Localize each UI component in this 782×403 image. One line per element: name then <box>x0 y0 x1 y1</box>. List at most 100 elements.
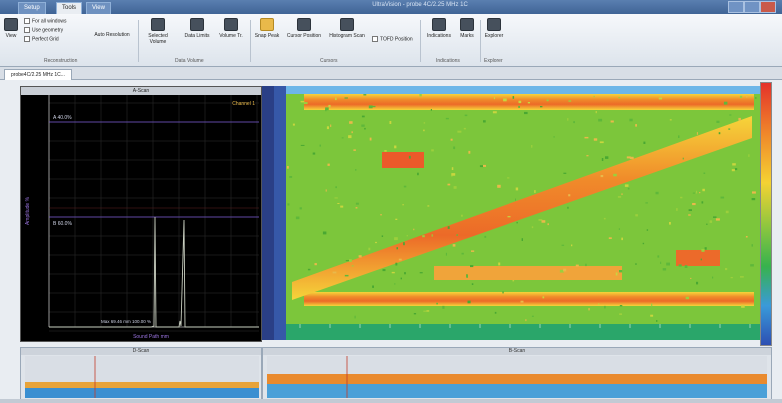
speckle <box>696 190 698 194</box>
speckle <box>696 281 699 285</box>
histogram-scan-button[interactable]: Histogram Scan <box>326 18 368 39</box>
snap-peak-button[interactable]: Snap Peak <box>252 18 282 39</box>
speckle <box>629 118 633 122</box>
status-bar <box>0 399 782 403</box>
speckle <box>408 155 411 159</box>
tab-view[interactable]: View <box>86 2 111 14</box>
volume-icon <box>151 18 165 31</box>
perfect-grid-checkbox[interactable]: Perfect Grid <box>24 36 59 42</box>
speckle <box>669 222 671 225</box>
tab-setup[interactable]: Setup <box>18 2 46 14</box>
bscan-plot[interactable] <box>267 356 767 398</box>
speckle <box>704 247 707 250</box>
close-button[interactable] <box>760 1 776 13</box>
tab-tools[interactable]: Tools <box>56 2 83 14</box>
maximize-button[interactable] <box>744 1 760 13</box>
cscan-bottom-band <box>304 292 754 306</box>
speckle <box>369 137 372 141</box>
explorer-button[interactable]: Explorer <box>482 18 506 39</box>
ascan-x-axis-label: Sound Path mm <box>133 334 169 340</box>
speckle <box>471 283 474 285</box>
speckle <box>699 192 701 194</box>
speckle <box>613 173 617 177</box>
minimize-button[interactable] <box>728 1 744 13</box>
speckle <box>662 268 667 271</box>
speckle <box>413 313 417 315</box>
ascan-waveform <box>49 216 259 328</box>
speckle <box>341 137 344 139</box>
speckle <box>430 109 432 111</box>
speckle <box>389 121 392 124</box>
speckle <box>452 244 456 247</box>
ascan-plot[interactable]: A 40.0% B 60.0% Channel 1 Max 69.46 mm 1… <box>21 95 261 341</box>
speckle <box>355 169 357 171</box>
selected-volume-button[interactable]: Selected Volume <box>140 18 176 45</box>
speckle <box>423 310 427 312</box>
speckle <box>327 163 330 166</box>
speckle <box>746 95 748 98</box>
speckle <box>688 214 691 216</box>
speckle <box>361 124 365 127</box>
tofd-position-checkbox[interactable]: TOFD Position <box>372 36 413 42</box>
speckle <box>518 100 522 104</box>
speckle <box>358 255 362 258</box>
marks-button[interactable]: Marks <box>456 18 478 39</box>
speckle <box>525 319 527 322</box>
speckle <box>682 157 684 160</box>
dscan-plot[interactable] <box>25 356 259 398</box>
group-separator <box>250 20 251 62</box>
speckle <box>470 265 474 268</box>
indications-button[interactable]: Indications <box>424 18 454 39</box>
speckle <box>426 310 430 312</box>
speckle <box>289 176 293 178</box>
volume-tr-button[interactable]: Volume Tr. <box>216 18 246 39</box>
speckle <box>561 244 565 246</box>
speckle <box>531 315 534 317</box>
speckle <box>345 260 350 262</box>
use-geometry-checkbox[interactable]: Use geometry <box>24 27 63 33</box>
cscan-plot[interactable] <box>286 86 760 340</box>
speckle <box>669 119 672 121</box>
speckle <box>355 202 359 205</box>
document-tab[interactable]: probe4C/2.25 MHz 1C... <box>4 69 72 80</box>
speckle <box>502 291 504 294</box>
bscan-panel: B-Scan <box>262 347 772 401</box>
speckle <box>431 149 434 152</box>
speckle <box>593 95 595 98</box>
cursor-icon <box>297 18 311 31</box>
speckle <box>692 203 696 206</box>
speckle <box>450 138 453 141</box>
speckle <box>567 118 569 121</box>
speckle <box>643 141 646 144</box>
speckle <box>599 141 604 144</box>
speckle <box>605 156 609 159</box>
speckle <box>720 196 725 199</box>
cscan-left-ruler <box>262 86 274 340</box>
speckle <box>603 217 606 220</box>
speckle <box>538 219 543 221</box>
auto-resolution-button[interactable]: Auto Resolution <box>94 32 130 38</box>
speckle <box>467 300 471 304</box>
ascan-title: A-Scan <box>21 87 261 95</box>
histogram-icon <box>340 18 354 31</box>
cscan-indication-row[interactable] <box>434 266 622 280</box>
cscan-top-edge <box>286 86 760 94</box>
speckle <box>598 118 603 122</box>
speckle <box>351 265 354 267</box>
cscan-indication[interactable] <box>676 250 720 266</box>
amplitude-color-palette[interactable] <box>760 82 772 346</box>
speckle <box>635 214 638 217</box>
speckle <box>515 198 516 201</box>
view-button[interactable]: View <box>4 18 18 39</box>
speckle <box>371 105 376 108</box>
data-limits-button[interactable]: Data Limits <box>182 18 212 39</box>
speckle <box>292 123 295 126</box>
speckle <box>463 127 466 130</box>
speckle <box>391 271 395 274</box>
speckle <box>751 244 753 247</box>
speckle <box>332 271 337 274</box>
cursor-position-button[interactable]: Cursor Position <box>284 18 324 39</box>
speckle <box>322 231 327 235</box>
cscan-indication[interactable] <box>382 152 424 168</box>
for-all-windows-checkbox[interactable]: For all windows <box>24 18 66 24</box>
